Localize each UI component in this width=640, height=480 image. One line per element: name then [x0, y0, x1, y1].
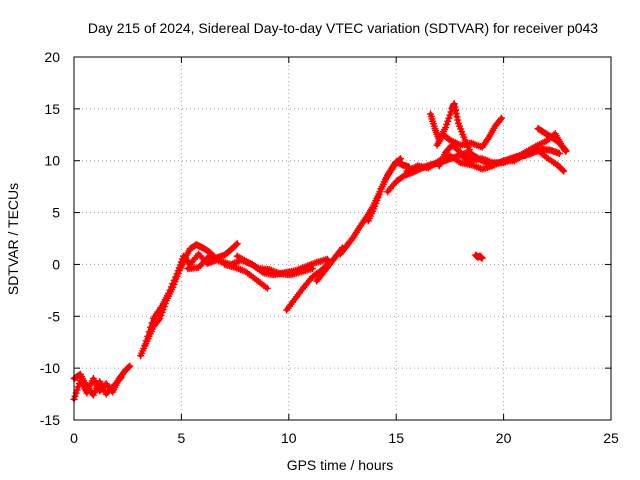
y-tick-label: 15 — [44, 101, 60, 117]
data-track — [364, 155, 404, 225]
data-point — [555, 149, 563, 157]
data-point — [453, 113, 461, 121]
data-point — [560, 145, 568, 153]
data-point — [233, 240, 241, 248]
y-tick-label: -15 — [40, 412, 60, 428]
data-point — [145, 328, 153, 336]
data-track — [534, 125, 570, 154]
y-tick-label: 0 — [52, 256, 60, 272]
y-tick-label: -10 — [40, 360, 60, 376]
data-point — [396, 155, 404, 163]
data-point — [452, 110, 460, 118]
data-point — [232, 241, 240, 249]
data-point — [308, 265, 316, 273]
data-track — [141, 250, 220, 349]
data-point — [167, 283, 175, 291]
data-point — [144, 332, 152, 340]
data-track — [233, 252, 316, 279]
data-point — [445, 114, 453, 122]
x-axis-label: GPS time / hours — [287, 457, 394, 473]
data-point — [447, 108, 455, 116]
x-tick-label: 15 — [388, 430, 404, 446]
data-point — [73, 386, 81, 394]
data-point — [446, 111, 454, 119]
x-tick-label: 20 — [496, 430, 512, 446]
data-point — [166, 286, 174, 294]
data-track — [220, 260, 271, 292]
data-point — [560, 167, 568, 175]
data-point — [263, 284, 271, 292]
y-tick-label: 10 — [44, 153, 60, 169]
y-tick-label: 20 — [44, 49, 60, 65]
data-point — [148, 319, 156, 327]
data-point — [126, 362, 134, 370]
data-point — [496, 116, 504, 124]
series-layer — [70, 100, 570, 403]
data-point — [395, 156, 403, 164]
data-point — [169, 280, 177, 288]
data-point — [454, 116, 462, 124]
x-tick-label: 25 — [603, 430, 619, 446]
data-point — [165, 289, 173, 297]
data-track — [472, 251, 486, 262]
data-point — [452, 106, 460, 114]
data-point — [497, 114, 505, 122]
chart-title: Day 215 of 2024, Sidereal Day-to-day VTE… — [88, 20, 598, 36]
x-tick-label: 0 — [70, 430, 78, 446]
data-point — [142, 337, 150, 345]
plot-frame — [73, 56, 612, 421]
data-point — [451, 103, 459, 111]
data-track — [435, 141, 475, 170]
data-point — [172, 273, 180, 281]
data-point — [117, 373, 125, 381]
y-tick-labels: -15 -10 -5 0 5 10 15 20 — [40, 49, 60, 428]
x-tick-label: 10 — [281, 430, 297, 446]
data-point — [450, 100, 458, 108]
y-axis-label: SDTVAR / TECUs — [5, 183, 21, 295]
x-tick-label: 5 — [178, 430, 186, 446]
data-point — [71, 392, 79, 400]
data-point — [116, 375, 124, 383]
data-point — [442, 124, 450, 132]
y-tick-label: 5 — [52, 205, 60, 221]
data-point — [443, 120, 451, 128]
data-point — [155, 316, 163, 324]
y-tick-label: -5 — [48, 308, 61, 324]
data-point — [141, 341, 149, 349]
x-tick-labels: 0 5 10 15 20 25 — [70, 430, 619, 446]
data-point — [147, 323, 155, 331]
data-point — [170, 276, 178, 284]
data-point — [478, 254, 486, 262]
data-point — [562, 146, 570, 154]
data-point — [444, 117, 452, 125]
ticks — [73, 56, 612, 421]
data-track — [433, 114, 505, 151]
data-point — [559, 166, 567, 174]
